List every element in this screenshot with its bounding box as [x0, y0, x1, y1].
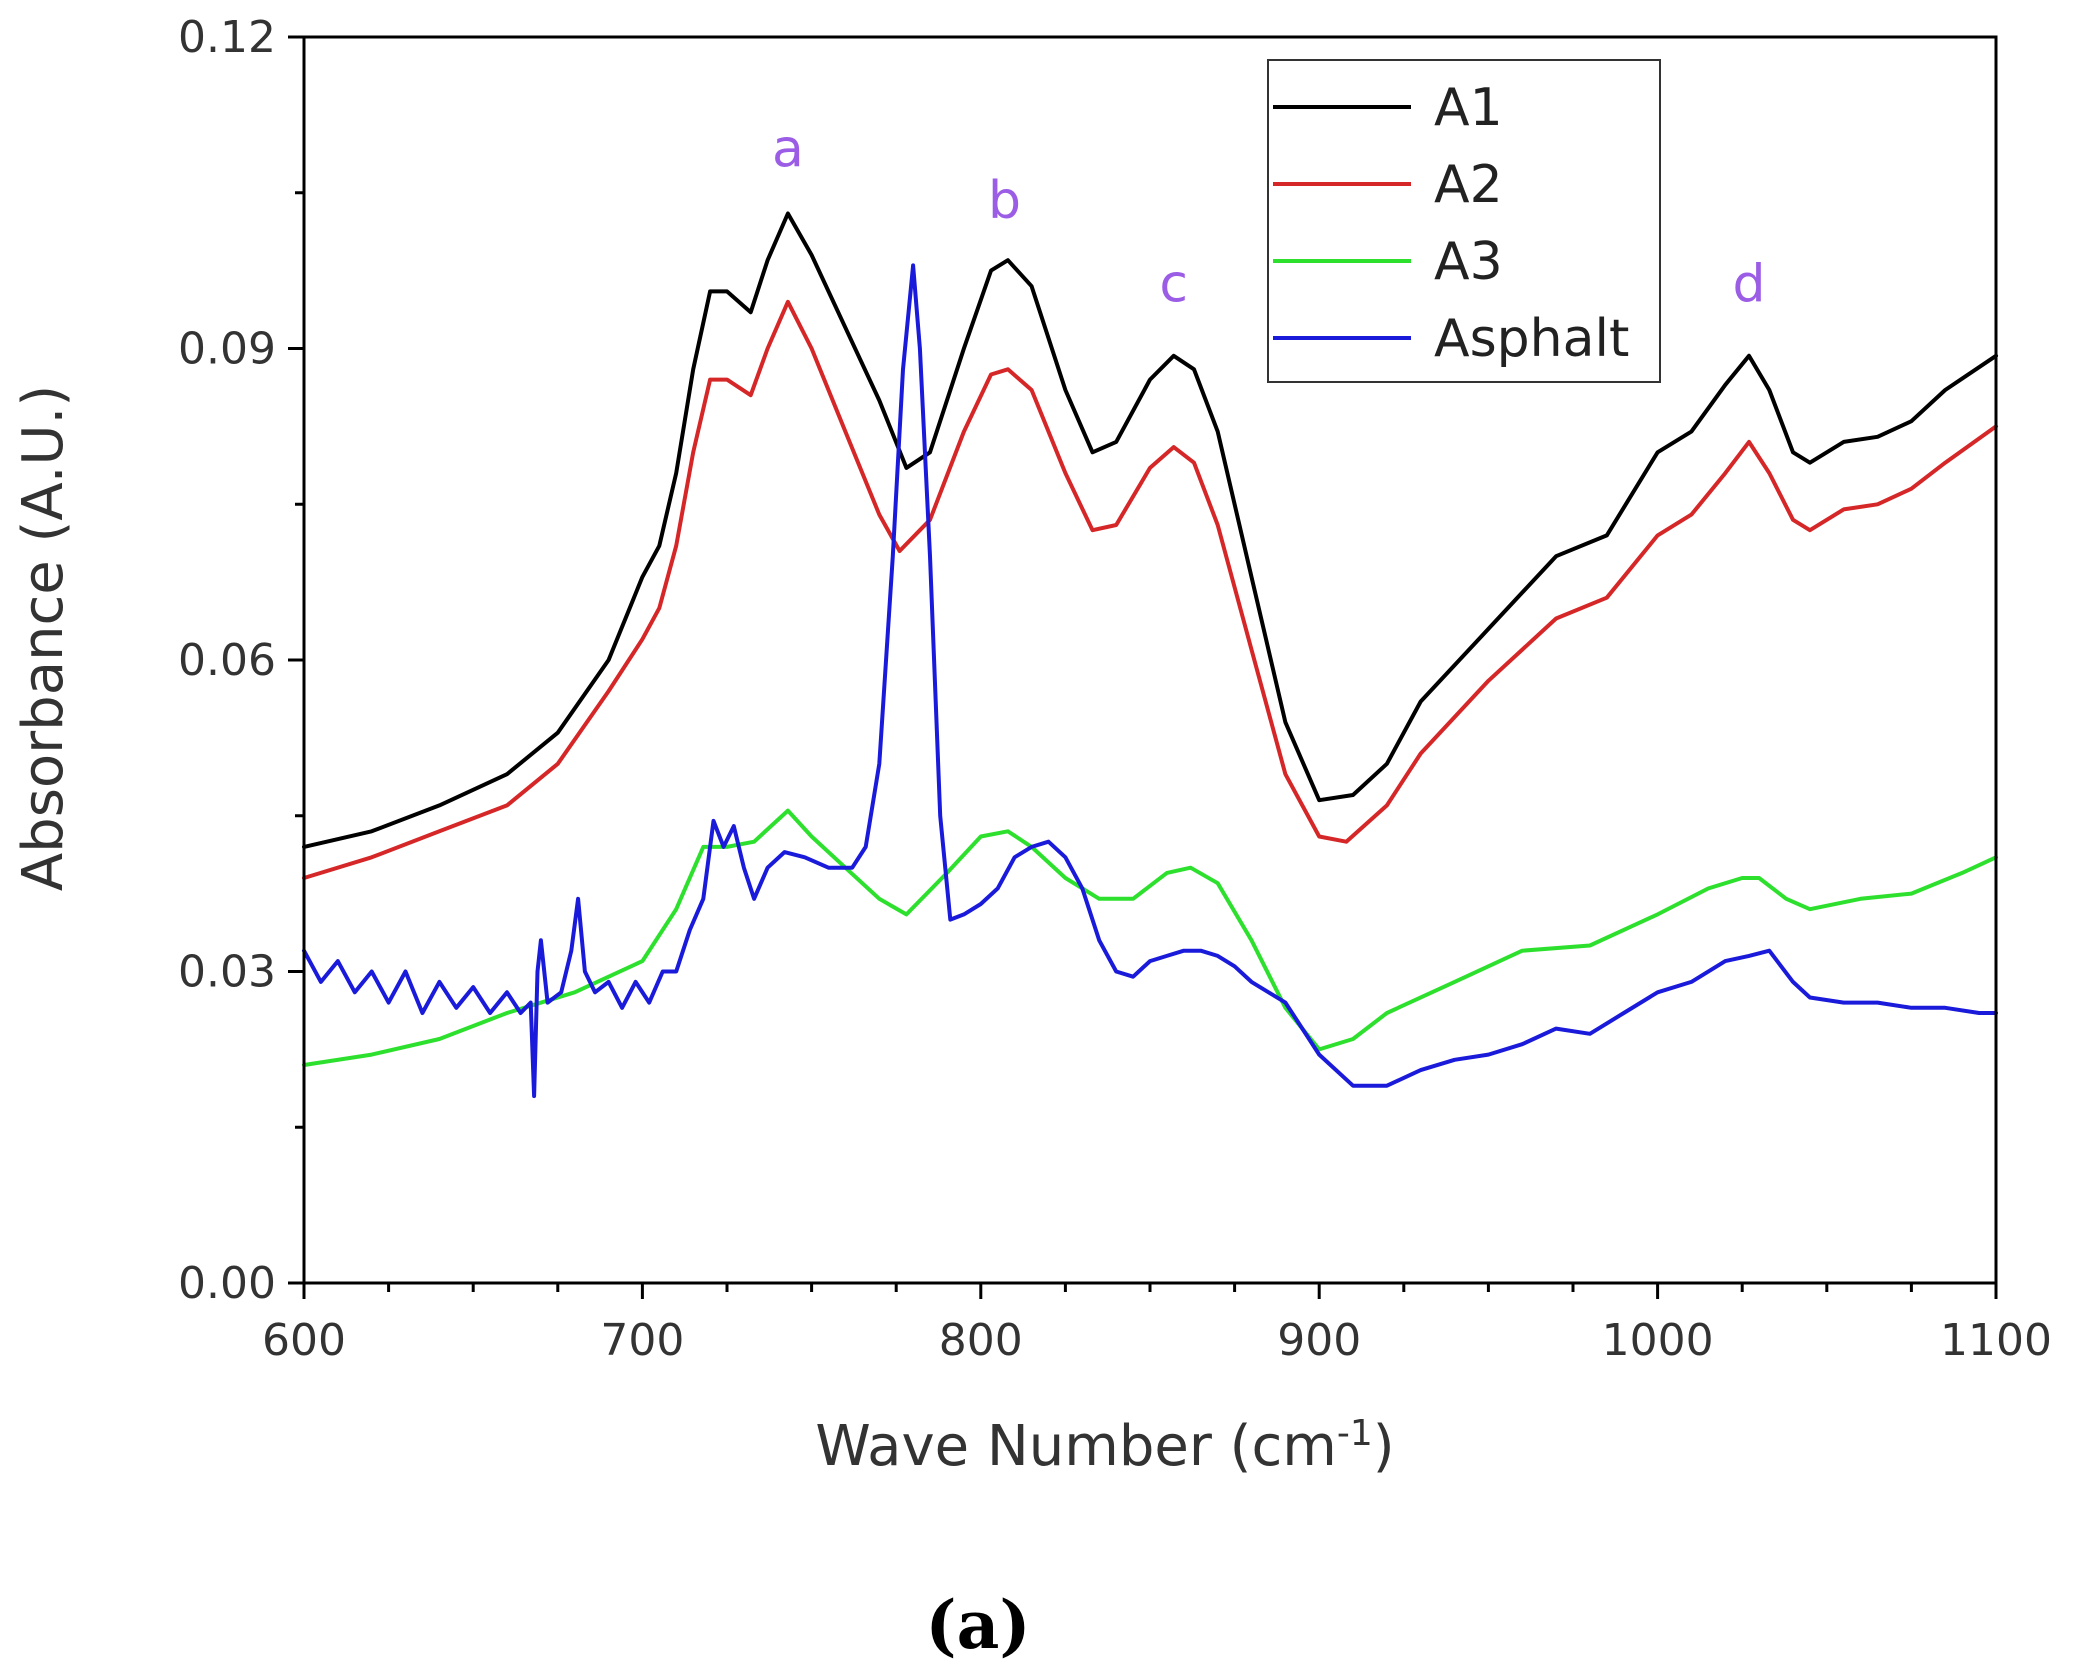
axis-ticks	[288, 35, 1998, 1299]
series-line-a1	[302, 211, 1998, 849]
y-tick-label: 0.03	[178, 947, 276, 998]
plot-lines	[302, 211, 1998, 1099]
peak-label-a: a	[772, 119, 804, 179]
y-tick-label: 0.09	[178, 324, 276, 375]
panel-label: (a)	[925, 1586, 1030, 1664]
series-line-a2	[302, 299, 1998, 880]
peak-annotations: a b c d	[772, 119, 1766, 314]
x-tick-label: 600	[262, 1315, 346, 1366]
x-tick-label: 900	[1277, 1315, 1361, 1366]
legend-label-asphalt: Asphalt	[1434, 309, 1629, 369]
x-axis-title-superscript: -1	[1337, 1413, 1373, 1454]
peak-label-b: b	[988, 171, 1021, 231]
legend-box	[1267, 59, 1661, 383]
x-tick-label: 1000	[1602, 1315, 1714, 1366]
y-tick-label: 0.12	[178, 12, 276, 63]
x-axis-title-suffix: )	[1373, 1414, 1395, 1479]
axis-tick-labels: 600 700 800 900 1000 1100 0.00 0.03 0.06 0.09 0.12	[178, 12, 2052, 1366]
legend-label-a2: A2	[1434, 155, 1503, 215]
y-axis-title: Absorbance (A.U.)	[11, 385, 76, 891]
peak-label-d: d	[1732, 254, 1765, 314]
x-axis-title-main: Wave Number (cm	[815, 1414, 1336, 1479]
legend-label-a1: A1	[1434, 78, 1503, 138]
y-tick-label: 0.00	[178, 1258, 276, 1309]
x-tick-label: 1100	[1940, 1315, 2052, 1366]
peak-label-c: c	[1159, 254, 1188, 314]
x-axis-title: Wave Number (cm-1)	[815, 1413, 1394, 1479]
series-line-a3	[302, 808, 1998, 1067]
legend-label-a3: A3	[1434, 232, 1503, 292]
legend: A1 A2 A3 Asphalt	[1267, 59, 1661, 383]
y-tick-label: 0.06	[178, 635, 276, 686]
series-line-asphalt	[302, 263, 1998, 1099]
x-tick-label: 700	[600, 1315, 684, 1366]
x-tick-label: 800	[939, 1315, 1023, 1366]
